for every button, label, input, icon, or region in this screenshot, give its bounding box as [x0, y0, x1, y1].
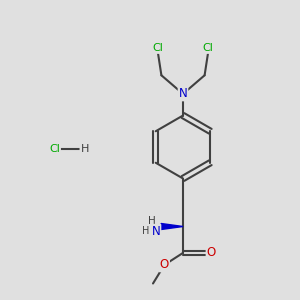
Text: N: N [178, 87, 188, 101]
Text: H: H [142, 226, 150, 236]
Text: H: H [148, 216, 156, 226]
Text: O: O [160, 258, 169, 272]
Text: H: H [80, 143, 89, 154]
Text: Cl: Cl [152, 43, 163, 53]
Text: Cl: Cl [203, 43, 214, 53]
Polygon shape [161, 224, 183, 230]
Text: Cl: Cl [49, 143, 60, 154]
Text: N: N [152, 225, 160, 238]
Text: O: O [207, 246, 216, 260]
